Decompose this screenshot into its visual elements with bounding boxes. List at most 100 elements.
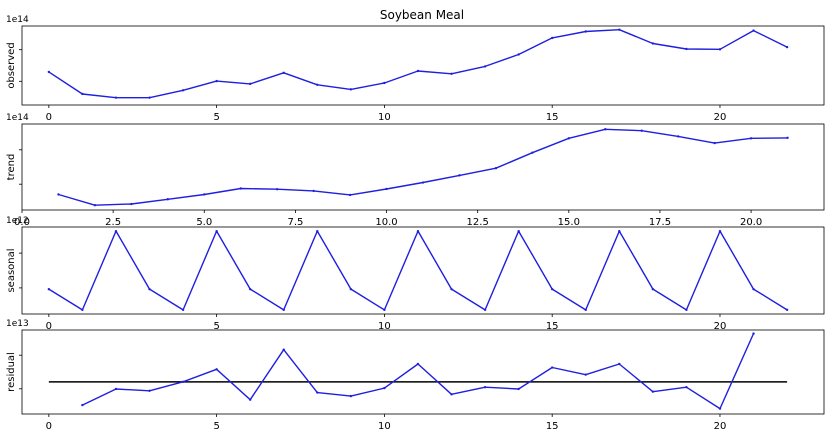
trend-offset-label: 1e14 [6, 113, 29, 123]
trend-x-tick-label: 7.5 [287, 217, 303, 228]
seasonal-data-point [685, 308, 688, 312]
trend-data-point [640, 129, 643, 132]
seasonal-data-point [651, 287, 655, 291]
observed-data-point [685, 47, 688, 51]
seasonal-x-tick-label: 5 [213, 321, 219, 332]
trend-data-point [713, 141, 716, 145]
trend-data-point [385, 187, 388, 191]
trend-x-tick-label: 10.0 [375, 217, 397, 228]
trend-data-point [203, 193, 206, 196]
observed-y-axis-label: observed [6, 42, 17, 88]
trend-data-point [239, 187, 242, 190]
residual-x-tick-label: 5 [213, 421, 219, 432]
residual-data-point [114, 387, 118, 391]
trend-data-point [786, 136, 789, 140]
residual-data-point [718, 407, 722, 410]
trend-x-tick-label: 5.0 [196, 217, 212, 228]
trend-x-tick-label: 15.0 [558, 217, 580, 228]
observed-x-tick-label: 20 [714, 112, 727, 123]
trend-data-point [312, 189, 315, 193]
residual-data-point [81, 403, 84, 407]
seasonal-data-point [114, 229, 118, 233]
trend-x-tick-label: 20.0 [740, 217, 762, 228]
seasonal-offset-label: 1e12 [6, 216, 29, 226]
residual-data-point [416, 362, 420, 366]
seasonal-data-point [517, 229, 520, 233]
observed-data-point [81, 92, 84, 96]
seasonal-data-point [584, 308, 587, 312]
residual-data-point [181, 380, 185, 384]
trend-data-point [676, 135, 680, 138]
seasonal-x-tick-label: 0 [46, 321, 52, 332]
panel-residual: 0 5 10 15 20 1e13 residual [6, 319, 825, 432]
observed-x-tick-label: 0 [46, 112, 52, 123]
observed-x-tick-label: 5 [213, 112, 219, 123]
residual-data-point [383, 386, 386, 390]
residual-data-point [584, 373, 587, 376]
observed-data-point [584, 30, 587, 33]
figure-title: Soybean Meal [380, 8, 464, 22]
decomposition-panels: 0 5 10 15 20 1e14 observed 0.0 2.5 5.0 7.5 10.0 12.5… [6, 15, 825, 432]
seasonal-data-point [316, 229, 319, 233]
trend-data-point [57, 193, 60, 196]
residual-data-point [651, 390, 655, 393]
seasonal-data-point [718, 229, 722, 233]
residual-series-line [82, 333, 755, 410]
seasonal-data-point [215, 229, 218, 233]
seasonal-axes-frame [21, 226, 825, 315]
observed-data-point [316, 83, 319, 86]
residual-data-point [248, 398, 252, 401]
trend-data-point [749, 137, 753, 140]
observed-x-tick-label: 10 [378, 112, 391, 123]
observed-data-point [718, 48, 722, 51]
trend-data-point [93, 204, 97, 207]
residual-data-point [752, 332, 755, 335]
residual-y-axis-label: residual [6, 352, 17, 392]
seasonal-data-point [349, 287, 353, 291]
residual-data-point [685, 385, 688, 389]
observed-data-point [618, 28, 621, 31]
residual-x-tick-label: 15 [546, 421, 559, 432]
observed-data-point [282, 71, 285, 75]
observed-data-point [181, 89, 185, 92]
seasonal-data-point [416, 229, 420, 233]
residual-data-point [550, 366, 554, 369]
trend-x-tick-label: 0.0 [14, 217, 30, 228]
seasonal-data-point [618, 229, 621, 233]
trend-x-tick-label: 2.5 [105, 217, 121, 228]
observed-data-point [148, 96, 151, 99]
trend-data-point [494, 166, 498, 170]
trend-data-point [166, 198, 170, 201]
observed-data-point [383, 81, 386, 85]
seasonal-x-tick-label: 15 [546, 321, 559, 332]
observed-data-point [483, 65, 487, 68]
seasonal-x-tick-label: 10 [378, 321, 391, 332]
seasonal-data-point [785, 308, 789, 312]
trend-x-tick-label: 17.5 [649, 217, 671, 228]
seasonal-data-point [483, 308, 487, 312]
residual-data-point [450, 393, 453, 396]
seasonal-data-point [148, 287, 151, 291]
residual-offset-label: 1e13 [6, 319, 29, 329]
trend-x-tick-label: 12.5 [467, 217, 489, 228]
residual-x-tick-label: 0 [46, 421, 52, 432]
residual-axes-frame [21, 329, 825, 415]
observed-data-point [215, 79, 218, 83]
seasonal-data-point [81, 308, 84, 312]
residual-data-point [483, 385, 487, 389]
residual-data-point [282, 348, 285, 351]
seasonal-data-point [47, 287, 51, 291]
seasonal-x-tick-label: 20 [714, 321, 727, 332]
residual-data-point [349, 394, 353, 398]
observed-data-point [114, 96, 118, 99]
observed-series-line [48, 29, 788, 99]
observed-data-point [248, 82, 252, 86]
seasonal-series-line [48, 230, 788, 311]
trend-series-line [58, 128, 788, 206]
seasonal-data-point [752, 287, 755, 291]
residual-data-point [316, 391, 319, 394]
residual-data-point [215, 368, 218, 371]
observed-data-point [785, 45, 789, 49]
residual-x-tick-label: 20 [714, 421, 727, 432]
